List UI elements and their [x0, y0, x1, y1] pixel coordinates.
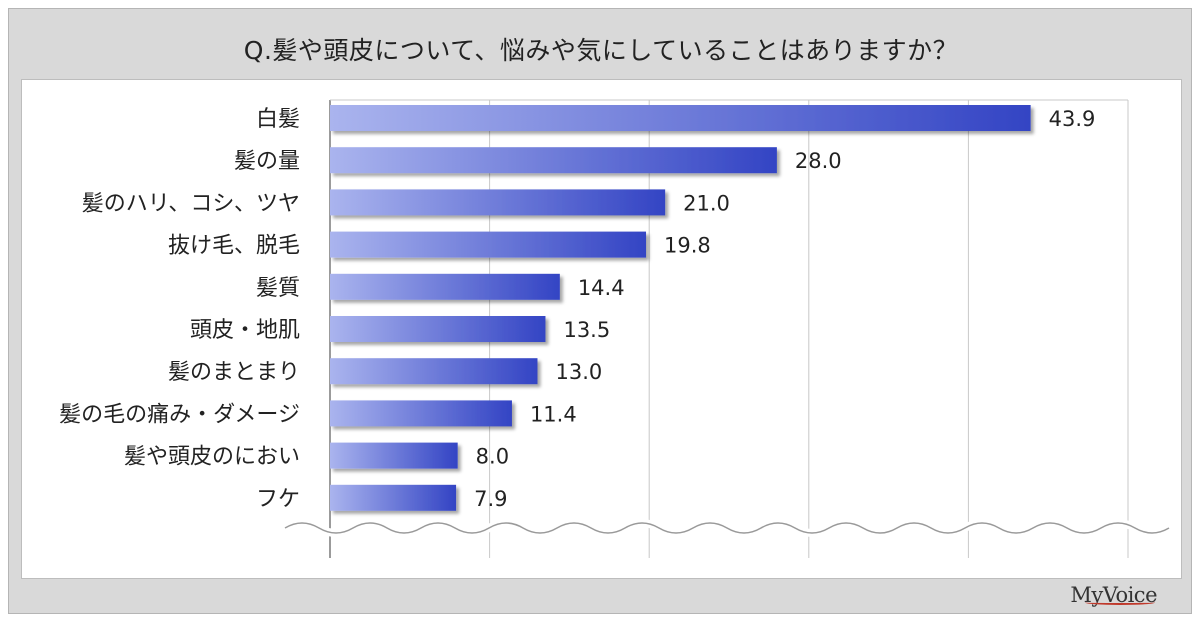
category-label: 髪のまとまり: [168, 360, 300, 385]
category-label: フケ: [256, 487, 300, 512]
category-label: 髪の毛の痛み・ダメージ: [59, 402, 300, 427]
category-label: 頭皮・地肌: [190, 318, 300, 343]
category-label: 髪の量: [234, 149, 300, 174]
value-label: 13.0: [555, 360, 602, 384]
bar: [330, 147, 777, 174]
value-labels: 43.9 28.0 21.0 19.8 14.4 13.5 13.0 11.4 8.0 7.9: [474, 107, 1095, 511]
value-label: 13.5: [563, 318, 610, 342]
category-label: 抜け毛、脱毛: [168, 234, 300, 259]
chart-title: Q.髪や頭皮について、悩みや気にしていることはありますか？: [243, 36, 959, 65]
bar: [330, 316, 546, 342]
category-labels: 白髪髪の量髪のハリ、コシ、ツヤ抜け毛、脱毛髪質頭皮・地肌髪のまとまり髪の毛の痛み…: [59, 107, 300, 512]
value-label: 7.9: [474, 487, 507, 511]
bar: [330, 273, 560, 300]
value-label: 11.4: [530, 402, 577, 426]
bar: [330, 358, 538, 385]
break-wave: [284, 522, 1170, 534]
bar: [330, 442, 458, 469]
value-label: 21.0: [683, 191, 730, 215]
bar: [330, 231, 647, 258]
bar: [330, 400, 512, 427]
value-label: 8.0: [476, 445, 509, 469]
category-label: 髪のハリ、コシ、ツヤ: [82, 191, 300, 216]
value-label: 43.9: [1049, 107, 1096, 131]
value-label: 19.8: [664, 234, 711, 258]
value-label: 28.0: [795, 149, 842, 173]
category-label: 髪質: [256, 276, 300, 301]
bar: [330, 189, 666, 216]
category-label: 髪や頭皮のにおい: [124, 445, 300, 470]
axis-break: [282, 519, 1172, 537]
bar: [330, 105, 1031, 131]
category-label: 白髪: [256, 107, 300, 132]
bar: [330, 484, 457, 511]
value-label: 14.4: [578, 276, 625, 300]
bars: [330, 105, 1031, 511]
logo-swoosh: [1085, 600, 1155, 605]
